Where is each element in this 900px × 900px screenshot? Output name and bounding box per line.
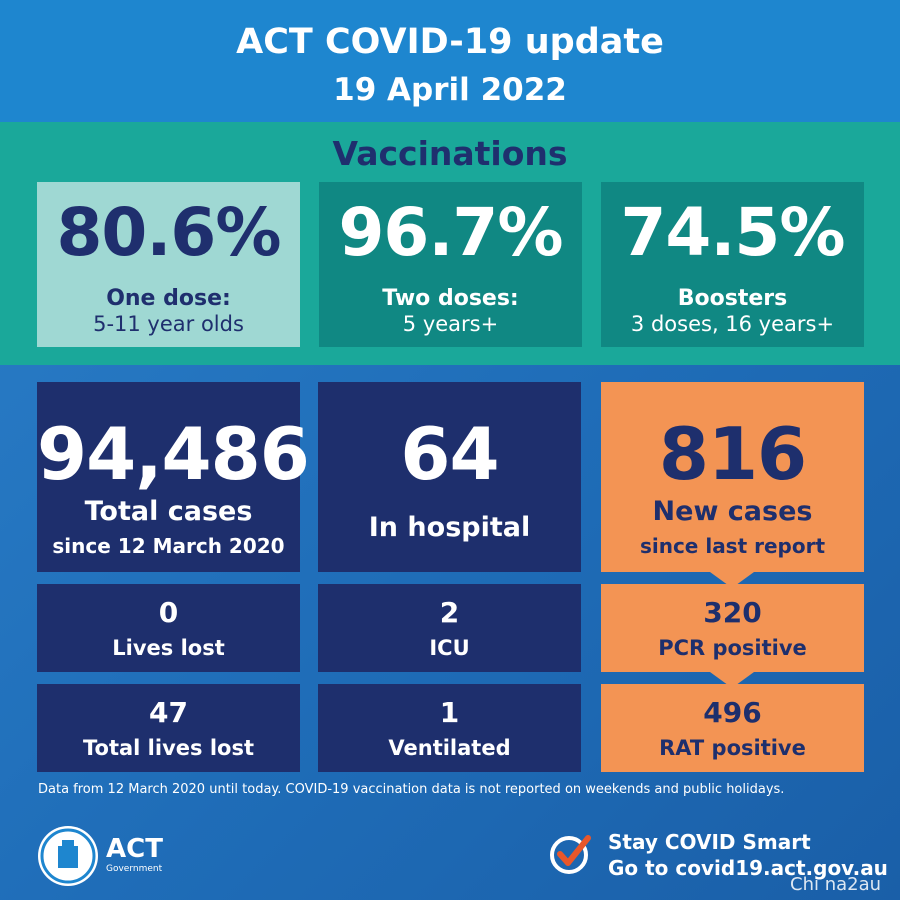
total-lives-lost-label: Total lives lost	[83, 736, 254, 760]
vax-value: 74.5%	[620, 194, 846, 271]
vax-value: 80.6%	[56, 194, 282, 271]
vax-card-one-dose: 80.6% One dose: 5-11 year olds	[37, 182, 300, 347]
vax-sublabel: 5-11 year olds	[93, 312, 244, 336]
rat-card: 496 RAT positive	[601, 684, 864, 772]
rat-value: 496	[703, 696, 762, 729]
act-logo-text: ACT	[106, 834, 163, 864]
vax-label: One dose:	[106, 286, 231, 311]
total-cases-value: 94,486	[37, 412, 310, 496]
act-crest-logo-icon	[38, 826, 98, 886]
ventilated-value: 1	[439, 696, 460, 729]
new-cases-card: 816 New cases since last report	[601, 382, 864, 572]
lives-lost-card: 0 Lives lost	[37, 584, 300, 672]
total-lives-lost-value: 47	[149, 696, 188, 729]
act-logo-subtext: Government	[106, 864, 163, 874]
watermark: Chi na2au	[790, 874, 882, 895]
pcr-label: PCR positive	[658, 636, 807, 660]
total-cases-label: Total cases	[84, 496, 253, 527]
in-hospital-label: In hospital	[368, 512, 531, 543]
vax-card-boosters: 74.5% Boosters 3 doses, 16 years+	[601, 182, 864, 347]
vax-sublabel: 5 years+	[402, 312, 499, 336]
vax-sublabel: 3 doses, 16 years+	[630, 312, 835, 336]
vaccinations-title: Vaccinations	[332, 134, 568, 173]
total-cases-sublabel: since 12 March 2020	[52, 534, 285, 558]
new-cases-label: New cases	[652, 496, 813, 527]
new-cases-value: 816	[658, 412, 807, 496]
pcr-card: 320 PCR positive	[601, 584, 864, 672]
page-title: ACT COVID-19 update	[236, 22, 664, 62]
in-hospital-card: 64 In hospital	[318, 382, 581, 572]
icu-label: ICU	[429, 636, 470, 660]
vax-card-two-doses: 96.7% Two doses: 5 years+	[319, 182, 582, 347]
vaccinations-section: Vaccinations 80.6% One dose: 5-11 year o…	[0, 122, 900, 365]
ventilated-card: 1 Ventilated	[318, 684, 581, 772]
vax-label: Boosters	[677, 286, 788, 311]
ventilated-label: Ventilated	[388, 736, 511, 760]
new-cases-sublabel: since last report	[639, 534, 826, 558]
vax-value: 96.7%	[338, 194, 564, 271]
header-banner: ACT COVID-19 update 19 April 2022	[0, 0, 900, 122]
cta-link[interactable]: Go to covid19.act.gov.au	[608, 856, 888, 880]
lives-lost-label: Lives lost	[112, 636, 225, 660]
pcr-value: 320	[703, 596, 762, 629]
in-hospital-value: 64	[400, 412, 499, 496]
page-date: 19 April 2022	[333, 72, 567, 108]
rat-label: RAT positive	[659, 736, 806, 760]
total-cases-card: 94,486 Total cases since 12 March 2020	[37, 382, 310, 572]
cta-heading: Stay COVID Smart	[608, 830, 811, 854]
icu-value: 2	[439, 596, 460, 629]
total-lives-lost-card: 47 Total lives lost	[37, 684, 300, 772]
icu-card: 2 ICU	[318, 584, 581, 672]
lives-lost-value: 0	[158, 596, 179, 629]
vax-label: Two doses:	[382, 286, 519, 311]
checkmark-icon	[548, 830, 594, 876]
data-footnote: Data from 12 March 2020 until today. COV…	[38, 782, 785, 797]
